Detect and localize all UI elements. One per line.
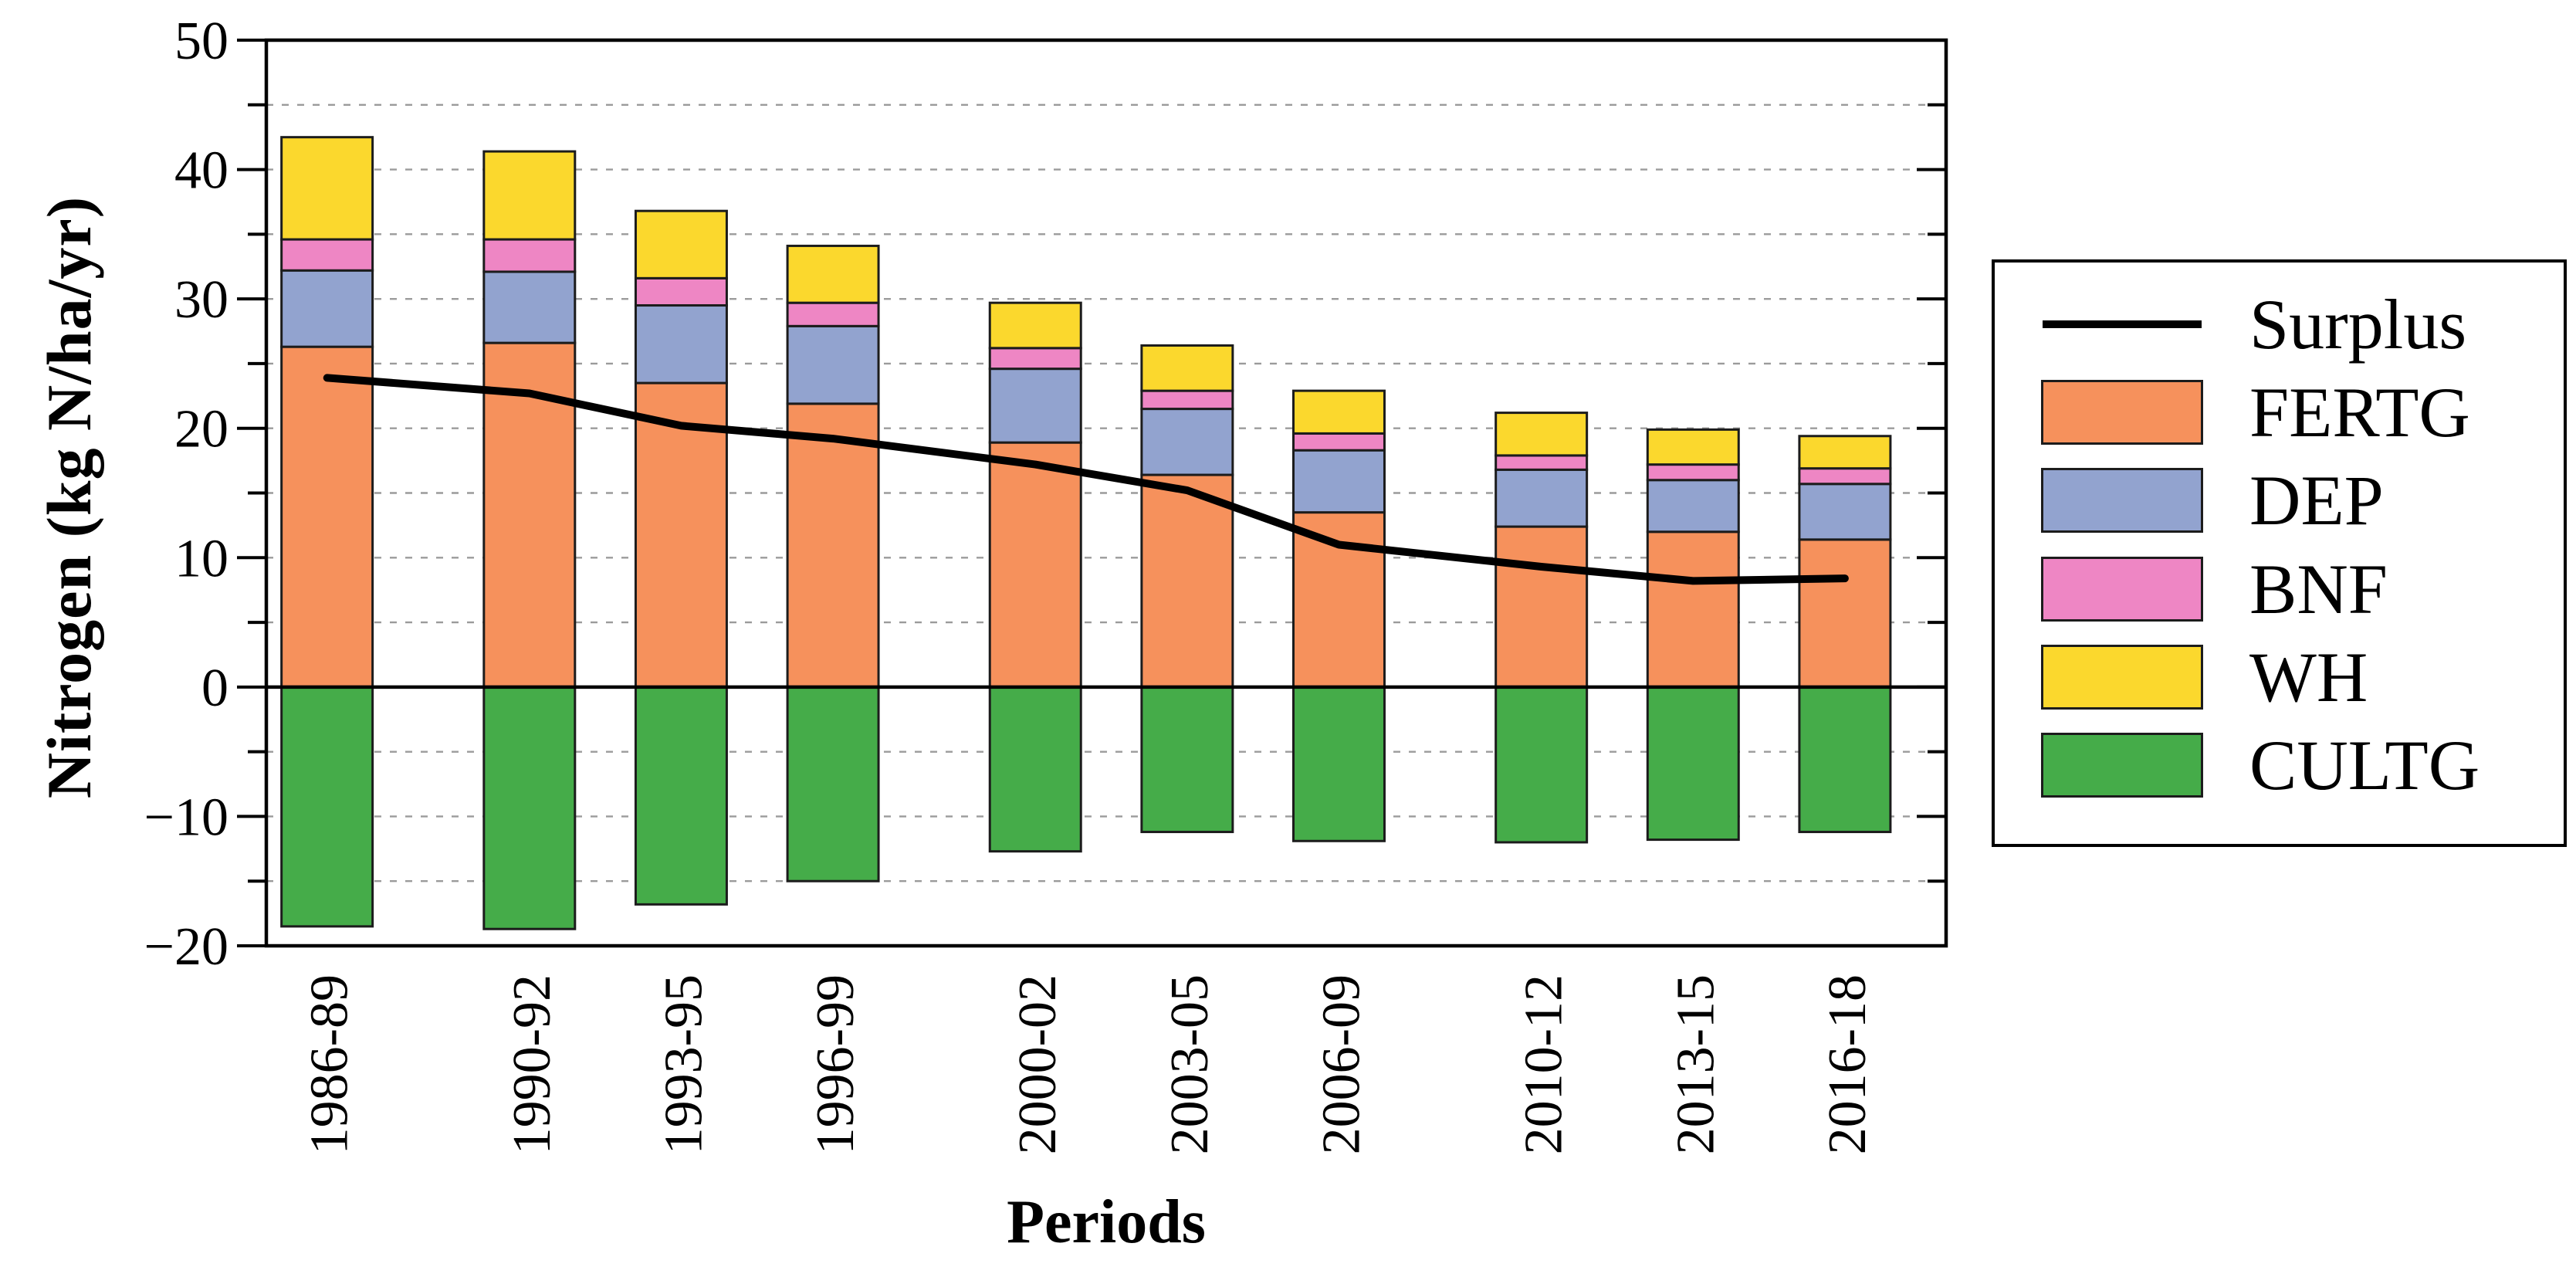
bar-2016-18-fertg — [1798, 538, 1892, 689]
bar-2010-12-cultg — [1494, 686, 1589, 844]
bar-1986-89-dep — [280, 269, 374, 348]
legend-label: BNF — [2249, 549, 2388, 628]
bar-1986-89-fertg — [280, 345, 374, 689]
legend-label: WH — [2249, 637, 2368, 716]
bar-1993-95-wh — [634, 209, 728, 279]
y-tick-label: 30 — [174, 270, 228, 330]
bar-2003-05-wh — [1140, 344, 1234, 392]
legend-item-bnf: BNF — [1995, 551, 2564, 628]
legend-item-surplus: Surplus — [1995, 286, 2564, 363]
bar-1993-95-fertg — [634, 381, 728, 689]
x-tick-label: 2010-12 — [1515, 974, 1574, 1154]
legend-label: CULTG — [2249, 725, 2480, 805]
bar-1990-92-wh — [482, 150, 577, 241]
y-tick-label: 10 — [174, 529, 228, 588]
bar-2010-12-dep — [1494, 468, 1589, 528]
y-axis-title: Nitrogen (kg N/ha/yr) — [34, 195, 104, 799]
bar-2010-12-fertg — [1494, 525, 1589, 689]
y-tick-label: 50 — [174, 12, 228, 71]
x-tick-label: 1993-95 — [654, 974, 713, 1154]
bar-2010-12-wh — [1494, 412, 1589, 457]
bar-2016-18-dep — [1798, 483, 1892, 541]
legend-box: Surplus FERTG DEP BNF WH CULTG — [1992, 259, 2567, 847]
legend-label: FERTG — [2249, 373, 2470, 452]
bar-1990-92-dep — [482, 270, 577, 344]
bar-2003-05-fertg — [1140, 473, 1234, 689]
bar-2000-02-wh — [988, 301, 1082, 350]
x-tick-label: 2000-02 — [1008, 974, 1068, 1154]
wh-swatch-icon — [2041, 644, 2203, 710]
x-tick-label: 2016-18 — [1818, 974, 1877, 1154]
bar-2013-15-dep — [1646, 479, 1740, 534]
bar-2003-05-bnf — [1140, 389, 1234, 411]
y-tick-label: −10 — [144, 788, 228, 847]
bar-2000-02-bnf — [988, 347, 1082, 371]
bar-2003-05-dep — [1140, 408, 1234, 476]
bar-1996-99-cultg — [786, 686, 880, 882]
y-tick-label: 0 — [201, 659, 228, 718]
x-tick-label: 2003-05 — [1160, 974, 1220, 1154]
bar-2000-02-dep — [988, 368, 1082, 444]
bar-1993-95-dep — [634, 304, 728, 385]
surplus-line-icon — [2043, 320, 2202, 328]
y-tick-label: 40 — [174, 141, 228, 201]
bar-2006-09-wh — [1292, 389, 1386, 435]
bnf-swatch-icon — [2041, 556, 2203, 622]
x-tick-label: 2013-15 — [1666, 974, 1725, 1154]
x-tick-label: 1996-99 — [806, 974, 865, 1154]
bar-2000-02-cultg — [988, 686, 1082, 853]
bar-1986-89-bnf — [280, 238, 374, 272]
x-tick-label: 2006-09 — [1312, 974, 1371, 1154]
bar-2013-15-cultg — [1646, 686, 1740, 842]
bar-2006-09-cultg — [1292, 686, 1386, 842]
bar-2013-15-bnf — [1646, 463, 1740, 482]
surplus-line — [323, 374, 1849, 585]
bar-1993-95-cultg — [634, 686, 728, 906]
bar-2013-15-wh — [1646, 428, 1740, 466]
legend-item-fertg: FERTG — [1995, 374, 2564, 451]
cultg-swatch-icon — [2041, 732, 2203, 798]
legend-label: Surplus — [2249, 285, 2467, 364]
legend-item-dep: DEP — [1995, 462, 2564, 539]
legend-item-cultg: CULTG — [1995, 727, 2564, 804]
bar-1993-95-bnf — [634, 276, 728, 307]
x-tick-label: 1990-92 — [503, 974, 562, 1154]
bar-2010-12-bnf — [1494, 454, 1589, 471]
x-tick-label: 1986-89 — [300, 974, 360, 1154]
x-axis-title: Periods — [1007, 1188, 1206, 1256]
bar-2016-18-bnf — [1798, 467, 1892, 486]
legend-label: DEP — [2249, 461, 2384, 540]
bar-1996-99-wh — [786, 244, 880, 304]
bar-2000-02-fertg — [988, 441, 1082, 689]
bar-2006-09-bnf — [1292, 432, 1386, 452]
dep-swatch-icon — [2041, 468, 2203, 534]
bar-2013-15-fertg — [1646, 530, 1740, 689]
bar-2016-18-wh — [1798, 435, 1892, 470]
fertg-swatch-icon — [2041, 380, 2203, 445]
bar-2003-05-cultg — [1140, 686, 1234, 834]
bar-1986-89-cultg — [280, 686, 374, 928]
bar-1996-99-bnf — [786, 301, 880, 327]
bar-1996-99-dep — [786, 324, 880, 405]
y-tick-label: −20 — [144, 917, 228, 977]
bar-1986-89-wh — [280, 136, 374, 241]
bar-2006-09-dep — [1292, 449, 1386, 514]
y-tick-label: 20 — [174, 400, 228, 459]
bar-2006-09-fertg — [1292, 511, 1386, 689]
bar-1990-92-cultg — [482, 686, 577, 930]
bar-2016-18-cultg — [1798, 686, 1892, 834]
legend-item-wh: WH — [1995, 639, 2564, 716]
bar-1990-92-bnf — [482, 238, 577, 273]
